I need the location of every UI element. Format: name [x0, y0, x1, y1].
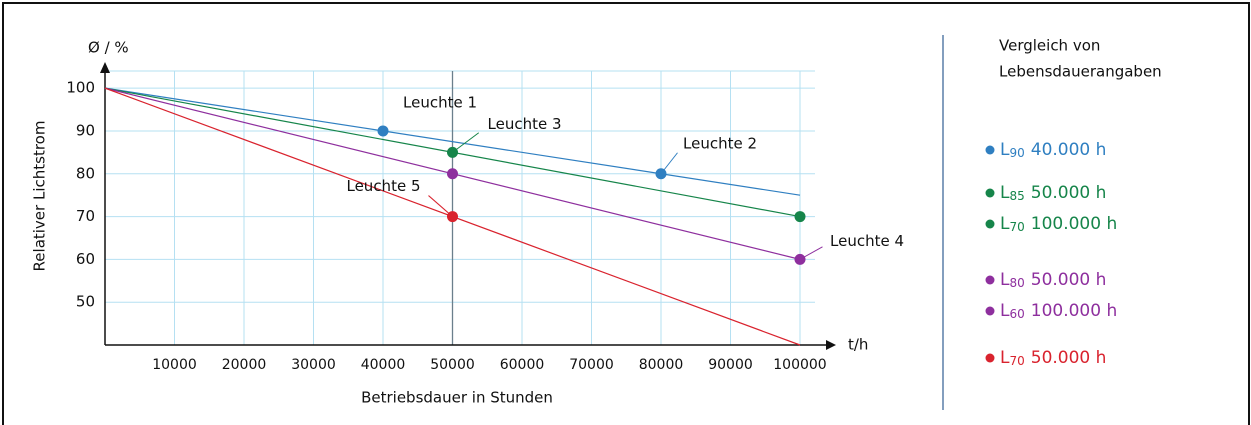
legend-entry: L60 100.000 h [1000, 301, 1117, 321]
point [655, 168, 667, 180]
legend-sub: 70 [1009, 220, 1024, 234]
legend-text: 40.000 h [1031, 140, 1107, 160]
point [377, 125, 389, 137]
legend-entry: L70 100.000 h [1000, 214, 1117, 234]
x-tick-label: 50000 [430, 357, 475, 373]
y-unit: Ø / % [88, 39, 129, 57]
legend-sub: 80 [1009, 276, 1024, 290]
point [794, 211, 806, 223]
point-label: Leuchte 4 [830, 232, 904, 250]
legend-sub: 70 [1009, 354, 1024, 368]
x-axis-label: Betriebsdauer in Stunden [361, 389, 553, 407]
point [447, 211, 458, 223]
legend-sub: 60 [1009, 307, 1024, 321]
legend-marker [985, 145, 995, 155]
legend-text: 100.000 h [1031, 214, 1117, 234]
y-tick-label: 50 [76, 293, 95, 311]
legend-symbol: L [1000, 140, 1010, 160]
legend-title: Lebensdauerangaben [999, 63, 1162, 81]
x-tick-label: 20000 [222, 357, 267, 373]
y-axis-arrow [100, 62, 110, 73]
legend-text: 50.000 h [1031, 348, 1107, 368]
legend-marker [985, 306, 995, 316]
x-tick-label: 100000 [773, 357, 826, 373]
legend-text: 50.000 h [1031, 183, 1107, 203]
y-tick-label: 60 [76, 250, 95, 268]
legend-entry: L80 50.000 h [1000, 270, 1106, 290]
legend-sub: 90 [1009, 146, 1024, 160]
x-tick-label: 90000 [708, 357, 753, 373]
legend-symbol: L [1000, 183, 1010, 203]
legend-symbol: L [1000, 214, 1010, 234]
point [447, 168, 458, 180]
point-label: Leuchte 3 [488, 115, 562, 133]
legend-marker [985, 353, 995, 363]
x-tick-label: 10000 [152, 357, 197, 373]
x-tick-label: 80000 [639, 357, 684, 373]
x-axis-arrow [826, 340, 836, 350]
x-tick-label: 40000 [361, 357, 406, 373]
legend-symbol: L [1000, 301, 1010, 321]
point-label: Leuchte 2 [683, 134, 757, 152]
x-unit: t/h [848, 336, 868, 354]
legend-marker [985, 275, 995, 285]
legend-title: Vergleich von [999, 37, 1100, 55]
x-tick-label: 30000 [291, 357, 336, 373]
legend-marker [985, 219, 995, 229]
legend-sub: 85 [1009, 189, 1024, 203]
legend-entry: L90 40.000 h [1000, 140, 1106, 160]
legend-marker [985, 188, 995, 198]
legend-entry: L70 50.000 h [1000, 348, 1106, 368]
legend-text: 50.000 h [1031, 270, 1107, 290]
series-line [104, 87, 801, 196]
point-label: Leuchte 1 [403, 93, 477, 111]
legend-symbol: L [1000, 270, 1010, 290]
y-tick-label: 80 [76, 164, 95, 182]
point [447, 146, 458, 158]
x-tick-label: 60000 [500, 357, 545, 373]
y-tick-label: 100 [66, 79, 95, 97]
legend-symbol: L [1000, 348, 1010, 368]
y-axis-label: Relativer Lichtstrom [31, 121, 49, 272]
y-tick-label: 70 [76, 207, 95, 225]
legend-entry: L85 50.000 h [1000, 183, 1106, 203]
x-tick-label: 70000 [569, 357, 614, 373]
point [794, 253, 806, 265]
y-tick-label: 90 [76, 121, 95, 139]
legend-text: 100.000 h [1031, 301, 1117, 321]
point-label: Leuchte 5 [346, 177, 420, 195]
